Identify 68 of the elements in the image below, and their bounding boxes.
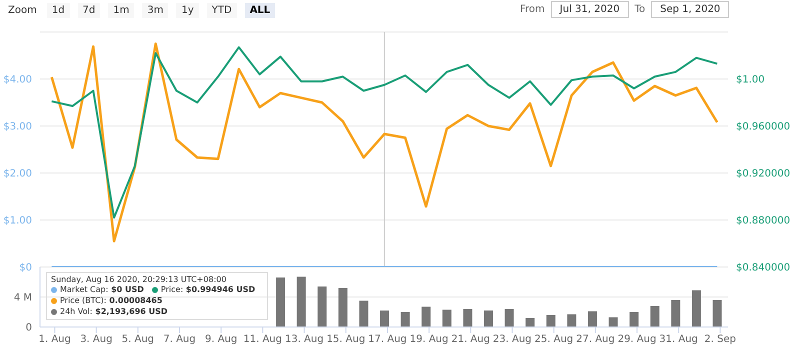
bar — [276, 278, 286, 327]
x-tick-label: 13. Aug — [284, 334, 324, 346]
bar — [359, 300, 368, 327]
text: To — [634, 4, 646, 15]
x-tick-label: 19. Aug — [410, 334, 448, 346]
y-tick-label: 4 M — [14, 292, 32, 304]
bar — [442, 310, 452, 327]
bar — [650, 306, 660, 327]
x-tick-label: 1. Aug — [38, 334, 71, 346]
x-tick-label: 11. Aug — [243, 334, 282, 346]
bar — [546, 315, 556, 327]
y2-tick-label: $0.880000 — [736, 216, 790, 227]
x-tick-label: 7. Aug — [163, 334, 196, 346]
x-tick-label: 27. Aug — [576, 334, 615, 346]
x-tick-label: 2. Sep — [704, 334, 736, 346]
y2-tick-label: $1.00 — [736, 74, 765, 86]
bar — [484, 310, 493, 327]
bar — [567, 314, 576, 327]
bar — [463, 309, 472, 327]
bar — [296, 276, 306, 327]
bar — [671, 300, 680, 327]
y-tick-label: $0 — [19, 262, 32, 274]
y-tick-label: $1.00 — [3, 216, 32, 227]
x-tick-label: 23. Aug — [492, 334, 532, 346]
x-tick-label: 17. Aug — [368, 334, 407, 346]
y-tick-label: $3.00 — [3, 122, 32, 133]
annotation: 24h Vol: $2,193,696 USD — [60, 306, 168, 317]
text: Sep 1, 2020 — [651, 1, 730, 18]
annotation: Price: $0.994946 USD — [160, 284, 256, 295]
text: 1d — [46, 3, 70, 18]
bar — [712, 300, 722, 327]
bar — [380, 310, 390, 327]
x-tick-label: 3. Aug — [80, 334, 112, 346]
annotation: Sunday, Aug 16 2020, 20:29:13 UTC+08:00 — [51, 275, 228, 284]
bar — [422, 306, 431, 327]
x-tick-label: 5. Aug — [122, 334, 154, 346]
y-tick-label: $4.00 — [3, 74, 32, 86]
text: 3m — [142, 3, 168, 18]
bar — [692, 290, 701, 327]
text: Jul 31, 2020 — [550, 1, 629, 18]
bar — [588, 311, 597, 327]
text: YTD — [206, 3, 237, 18]
text: 1m — [108, 3, 134, 18]
text: Zoom — [8, 5, 38, 16]
x-tick-label: 15. Aug — [326, 334, 366, 346]
text: 1y — [176, 3, 199, 18]
y2-tick-label: $0.840000 — [736, 262, 790, 274]
text: ALL — [244, 3, 276, 18]
bar — [504, 309, 514, 327]
bar — [338, 288, 348, 327]
x-tick-label: 9. Aug — [204, 334, 238, 346]
y2-tick-label: $0.960000 — [736, 122, 790, 133]
x-tick-label: 31. Aug — [659, 334, 698, 346]
y-tick-label: $2.00 — [3, 168, 32, 180]
x-tick-label: 29. Aug — [618, 334, 656, 346]
bar — [608, 317, 618, 327]
annotation: Price (BTC): 0.00008465 — [60, 295, 162, 306]
y-tick-label: 0 — [26, 322, 32, 334]
x-tick-label: 25. Aug — [534, 334, 574, 346]
x-tick-label: 21. Aug — [451, 334, 490, 346]
text: From — [520, 4, 545, 15]
bar — [400, 312, 410, 327]
bar — [318, 286, 327, 327]
text: 7d — [78, 3, 100, 18]
bar — [526, 318, 535, 327]
bar — [630, 312, 639, 327]
y2-tick-label: $0.920000 — [736, 168, 790, 180]
annotation: Market Cap: $0 USD — [60, 284, 144, 295]
